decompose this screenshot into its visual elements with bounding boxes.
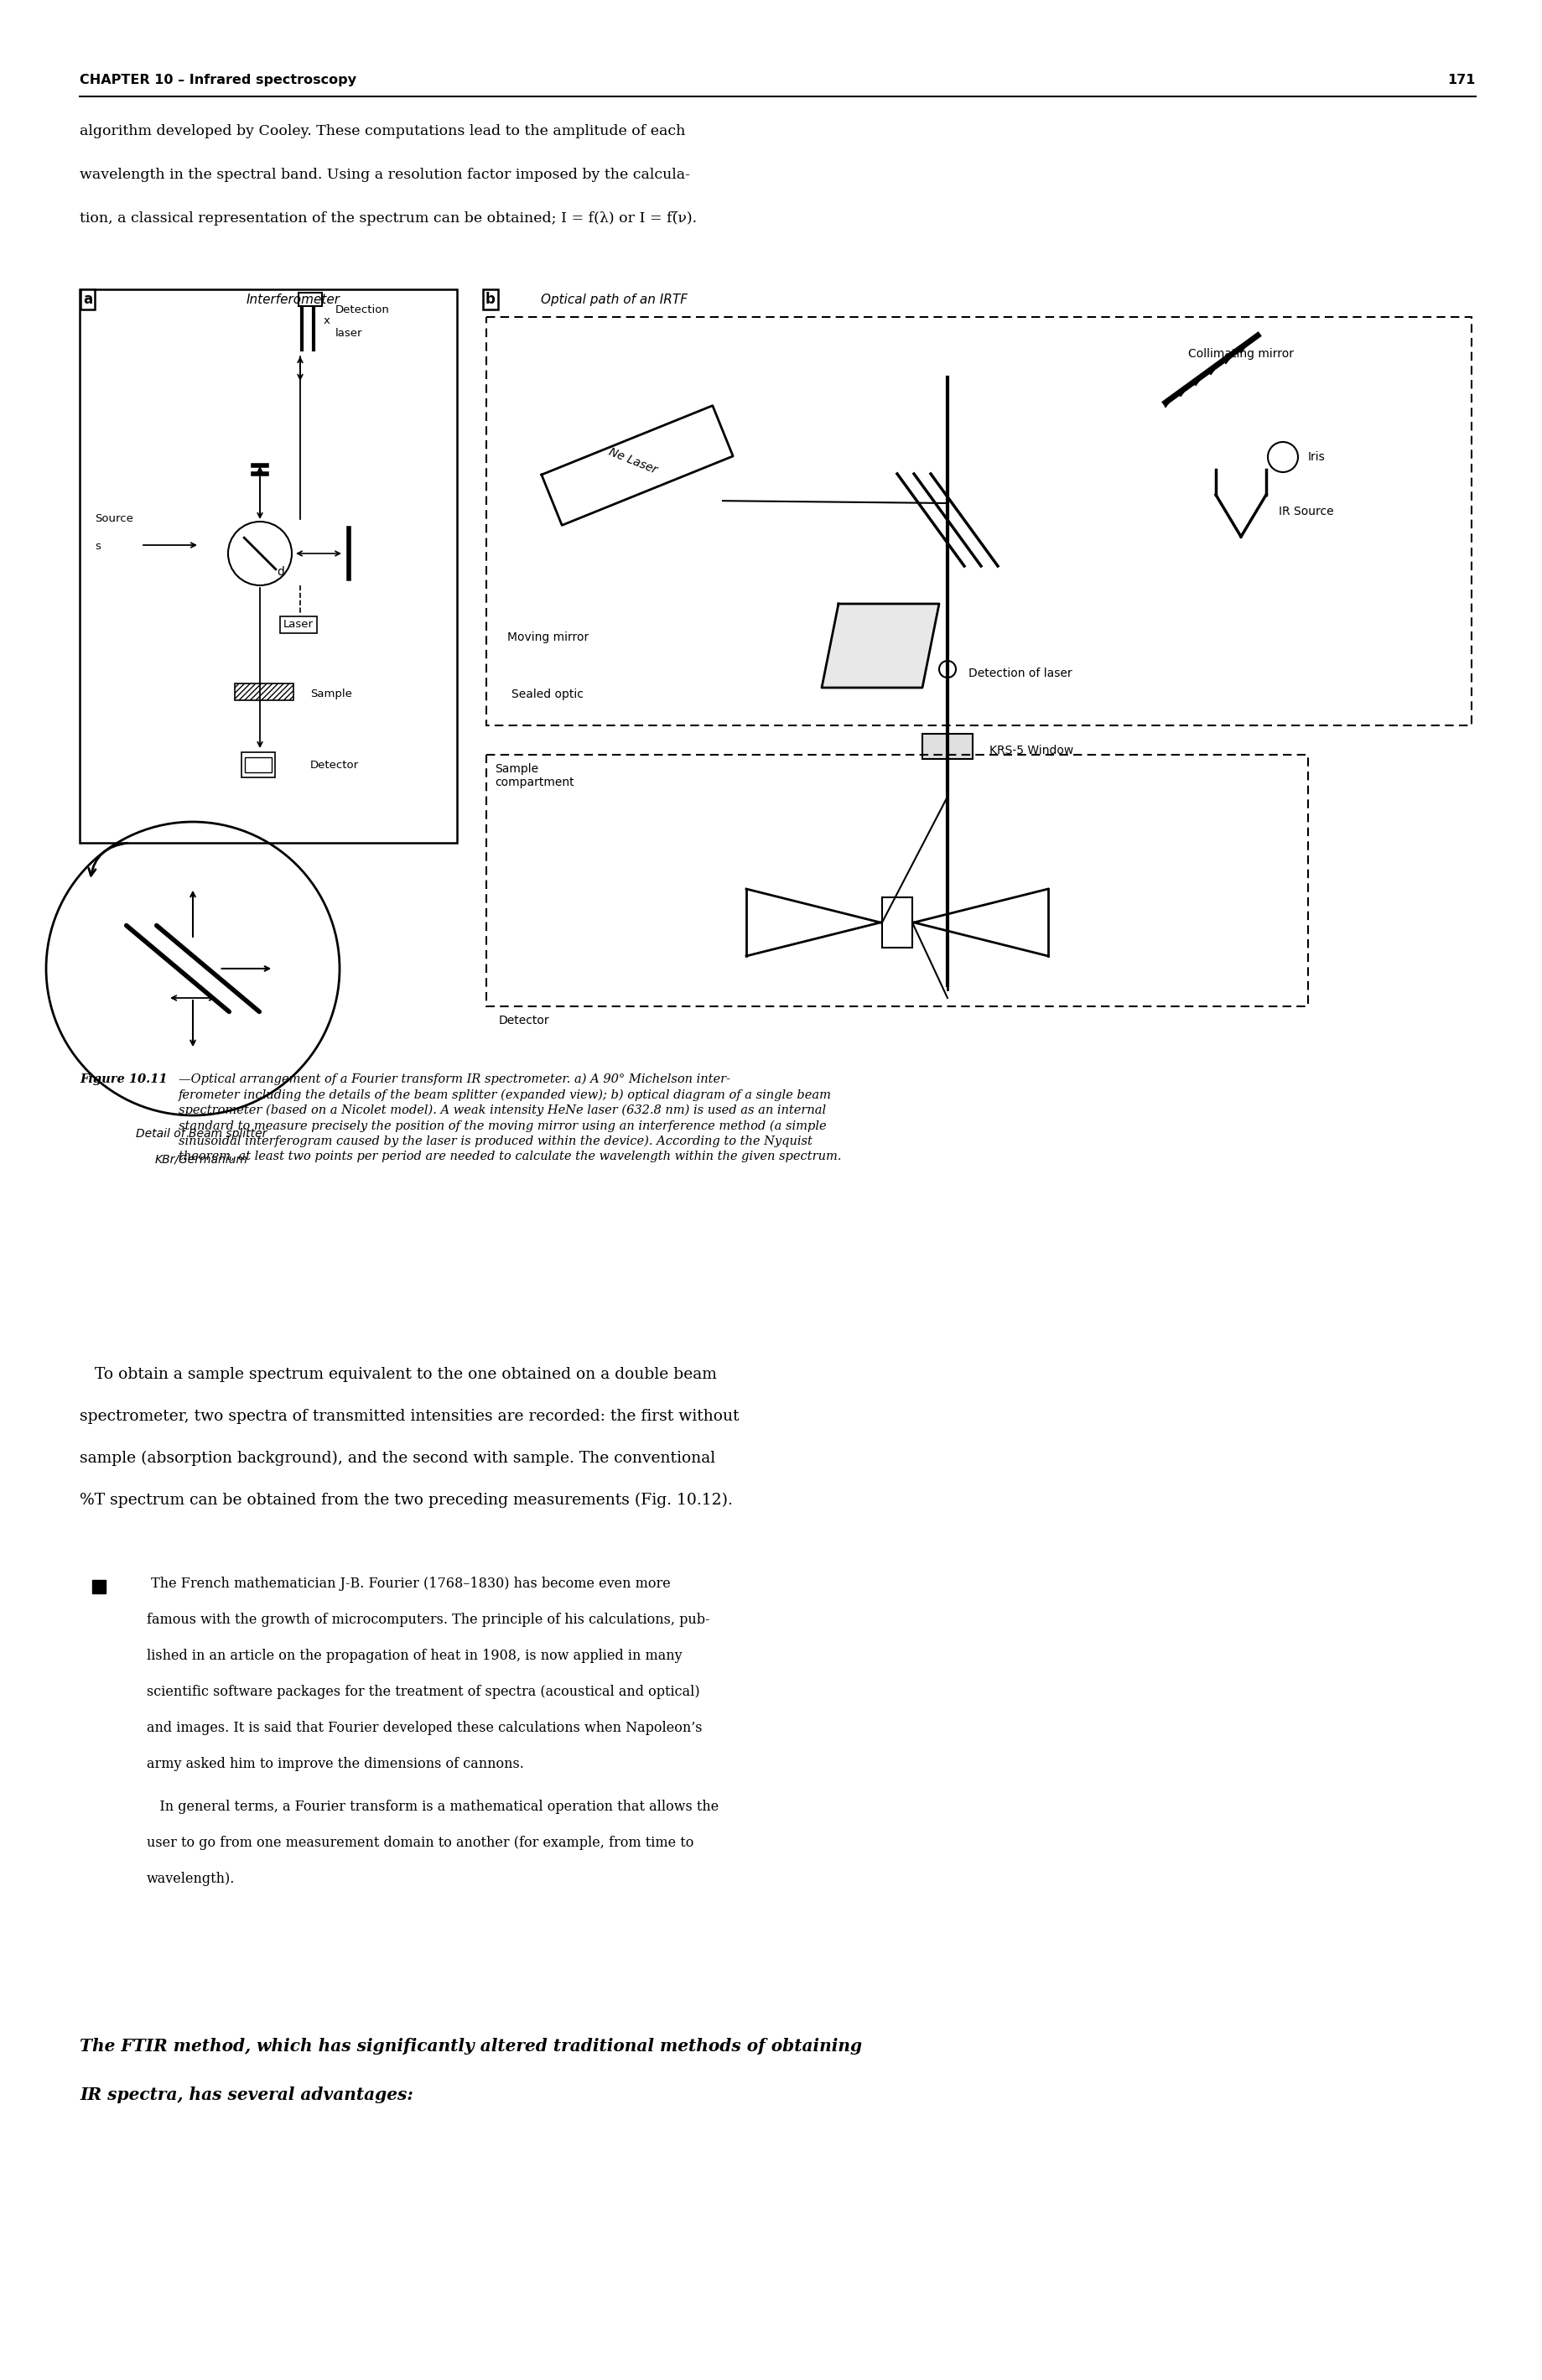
Bar — [242, 752, 274, 778]
Text: 171: 171 — [1448, 74, 1476, 86]
Text: wavelength).: wavelength). — [146, 1871, 234, 1885]
Text: s: s — [94, 540, 100, 552]
Text: army asked him to improve the dimensions of cannons.: army asked him to improve the dimensions… — [146, 1756, 524, 1771]
Text: tion, a classical representation of the spectrum can be obtained; I = f(λ) or I : tion, a classical representation of the … — [80, 212, 697, 226]
Text: Iris: Iris — [1308, 452, 1326, 464]
Text: famous with the growth of microcomputers. The principle of his calculations, pub: famous with the growth of microcomputers… — [146, 1614, 709, 1628]
Text: Collimating mirror: Collimating mirror — [1189, 347, 1294, 359]
Text: spectrometer, two spectra of transmitted intensities are recorded: the first wit: spectrometer, two spectra of transmitted… — [80, 1409, 739, 1423]
Text: Detector: Detector — [310, 759, 359, 771]
Text: algorithm developed by Cooley. These computations lead to the amplitude of each: algorithm developed by Cooley. These com… — [80, 124, 685, 138]
Text: Optical path of an IRTF: Optical path of an IRTF — [541, 293, 688, 307]
Bar — [245, 757, 271, 774]
Text: a: a — [83, 293, 93, 307]
Text: Detection: Detection — [336, 305, 390, 314]
Polygon shape — [822, 605, 939, 688]
Text: sample (absorption background), and the second with sample. The conventional: sample (absorption background), and the … — [80, 1452, 715, 1466]
Text: %T spectrum can be obtained from the two preceding measurements (Fig. 10.12).: %T spectrum can be obtained from the two… — [80, 1492, 732, 1509]
Text: To obtain a sample spectrum equivalent to the one obtained on a double beam: To obtain a sample spectrum equivalent t… — [80, 1366, 717, 1383]
Text: In general terms, a Fourier transform is a mathematical operation that allows th: In general terms, a Fourier transform is… — [146, 1799, 719, 1814]
Text: d: d — [276, 566, 284, 578]
Text: Detection of laser: Detection of laser — [968, 666, 1072, 678]
Bar — [486, 317, 1471, 726]
Text: scientific software packages for the treatment of spectra (acoustical and optica: scientific software packages for the tre… — [146, 1685, 700, 1699]
Text: CHAPTER 10 – Infrared spectroscopy: CHAPTER 10 – Infrared spectroscopy — [80, 74, 356, 86]
Text: The FTIR method, which has significantly altered traditional methods of obtainin: The FTIR method, which has significantly… — [80, 2037, 862, 2054]
Text: Sample
compartment: Sample compartment — [495, 764, 574, 788]
Bar — [93, 1580, 106, 1592]
Text: Figure 10.11: Figure 10.11 — [80, 1073, 167, 1085]
Bar — [299, 293, 322, 307]
FancyArrowPatch shape — [89, 843, 128, 876]
Text: Sample: Sample — [310, 688, 352, 700]
Text: IR spectra, has several advantages:: IR spectra, has several advantages: — [80, 2087, 413, 2104]
Bar — [234, 683, 293, 700]
Text: KRS-5 Window: KRS-5 Window — [990, 745, 1073, 757]
Text: wavelength in the spectral band. Using a resolution factor imposed by the calcul: wavelength in the spectral band. Using a… — [80, 167, 691, 181]
Text: and images. It is said that Fourier developed these calculations when Napoleon’s: and images. It is said that Fourier deve… — [146, 1721, 702, 1735]
Text: x: x — [324, 314, 330, 326]
Text: Interferometer: Interferometer — [247, 293, 341, 307]
Bar — [922, 733, 973, 759]
Text: The French mathematician J-B. Fourier (1768–1830) has become even more: The French mathematician J-B. Fourier (1… — [146, 1576, 671, 1590]
Text: Ne Laser: Ne Laser — [608, 445, 658, 476]
Bar — [882, 897, 913, 947]
Text: Detail of Beam splitter: Detail of Beam splitter — [136, 1128, 267, 1140]
Text: lished in an article on the propagation of heat in 1908, is now applied in many: lished in an article on the propagation … — [146, 1649, 682, 1664]
Text: Laser: Laser — [284, 619, 313, 631]
Bar — [486, 754, 1308, 1007]
Text: laser: laser — [336, 328, 362, 338]
Text: b: b — [486, 293, 495, 307]
Text: Moving mirror: Moving mirror — [507, 631, 589, 643]
Text: IR Source: IR Source — [1278, 505, 1334, 516]
Text: Detector: Detector — [500, 1014, 550, 1026]
Text: Sealed optic: Sealed optic — [512, 688, 583, 700]
Text: user to go from one measurement domain to another (for example, from time to: user to go from one measurement domain t… — [146, 1835, 694, 1849]
Text: —Optical arrangement of a Fourier transform IR spectrometer. a) A 90° Michelson : —Optical arrangement of a Fourier transf… — [179, 1073, 842, 1161]
Bar — [80, 290, 456, 843]
Text: Source: Source — [94, 514, 133, 524]
Text: KBr/Germanium: KBr/Germanium — [154, 1152, 248, 1164]
